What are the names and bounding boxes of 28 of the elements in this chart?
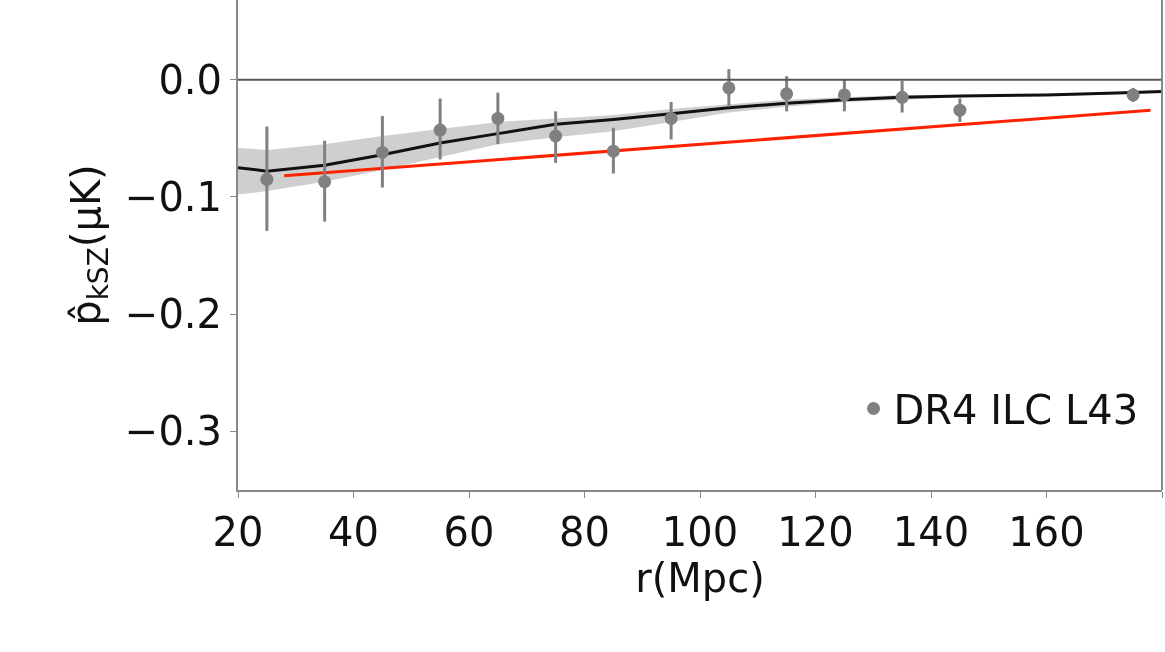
point xyxy=(1126,88,1140,102)
y-tick-label: −0.2 xyxy=(124,291,222,338)
x-tick-label: 100 xyxy=(661,509,739,555)
x-tick-label: 120 xyxy=(777,509,854,555)
x-tick-label: 60 xyxy=(443,509,495,555)
point xyxy=(260,172,274,186)
point xyxy=(606,144,620,158)
point xyxy=(953,103,967,117)
legend-label: DR4 ILC L43 xyxy=(893,387,1139,434)
x-axis-title: r(Mpc) xyxy=(635,555,765,601)
point xyxy=(375,145,389,159)
point xyxy=(780,87,794,101)
y-tick-label: −0.3 xyxy=(124,408,222,455)
y-tick-label: 0.0 xyxy=(158,56,222,103)
x-tick-label: 20 xyxy=(212,509,264,555)
x-tick-label: 140 xyxy=(892,509,970,555)
x-tick-label: 160 xyxy=(1008,509,1085,555)
y-tick-label: −0.1 xyxy=(124,173,222,220)
point xyxy=(895,90,909,104)
x-tick-label: 40 xyxy=(328,509,379,555)
point xyxy=(722,81,736,95)
point xyxy=(433,123,447,137)
point xyxy=(549,129,563,143)
point xyxy=(491,111,505,125)
point xyxy=(664,111,678,125)
point xyxy=(318,175,332,189)
point xyxy=(837,88,851,102)
x-tick-label: 80 xyxy=(559,509,610,555)
